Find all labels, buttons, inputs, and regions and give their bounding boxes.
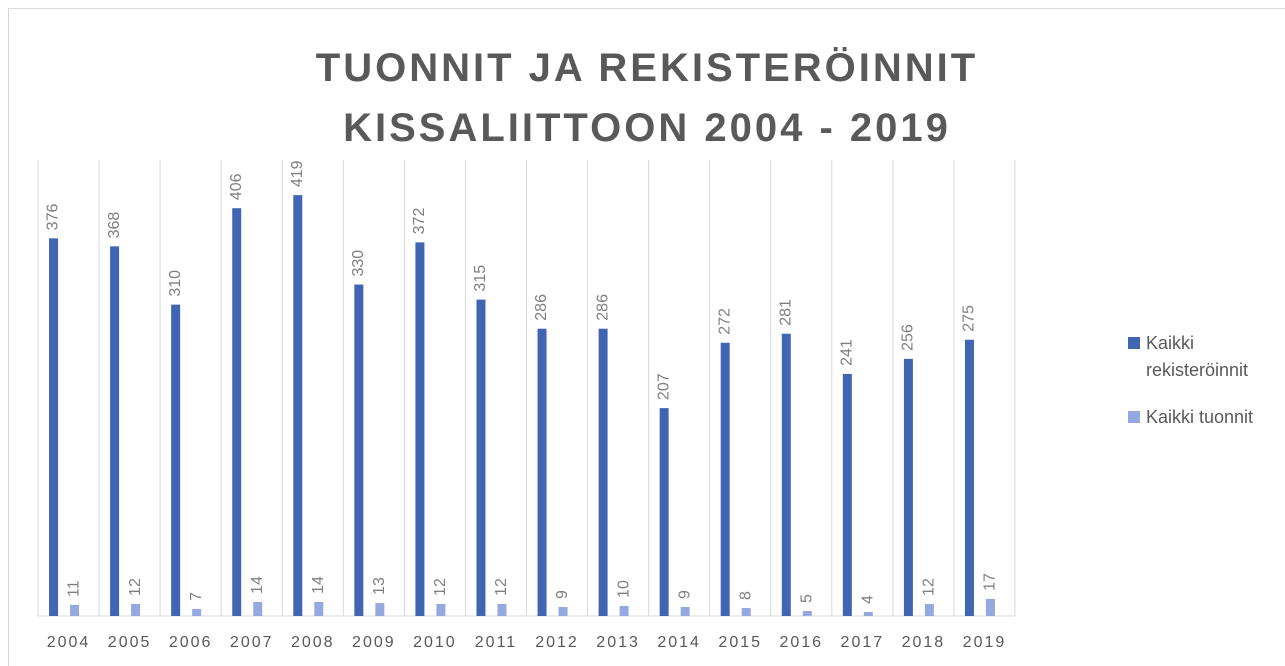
data-label: 315 — [472, 265, 489, 292]
x-tick-label: 2018 — [902, 634, 946, 651]
data-label: 256 — [900, 324, 917, 351]
data-label: 17 — [982, 573, 999, 591]
x-tick-label: 2016 — [779, 634, 823, 651]
chart-border — [8, 8, 1285, 666]
bar — [375, 602, 385, 616]
data-label: 286 — [533, 294, 550, 321]
x-tick-label: 2013 — [596, 634, 640, 651]
legend-item: Kaikki tuonnit — [1128, 404, 1283, 431]
bar — [598, 328, 608, 616]
legend-label: Kaikki tuonnit — [1146, 407, 1254, 427]
data-label: 372 — [411, 208, 428, 235]
data-label: 4 — [860, 595, 877, 604]
bar — [680, 606, 690, 616]
bar — [171, 304, 181, 616]
data-label: 10 — [615, 580, 632, 598]
x-tick-label: 2009 — [352, 634, 396, 651]
data-label: 9 — [676, 590, 693, 599]
data-label: 330 — [350, 250, 367, 277]
legend-swatch — [1128, 411, 1140, 423]
data-label: 241 — [839, 339, 856, 366]
x-tick-label: 2019 — [963, 634, 1007, 651]
x-tick-label: 2010 — [413, 634, 457, 651]
x-tick-label: 2006 — [169, 634, 213, 651]
data-label: 5 — [799, 594, 816, 603]
data-label: 14 — [249, 576, 266, 594]
x-tick-label: 2008 — [291, 634, 335, 651]
x-tick-label: 2004 — [47, 634, 91, 651]
bar — [354, 284, 364, 616]
data-label: 310 — [167, 270, 184, 297]
bar — [415, 242, 425, 616]
legend-label: Kaikki rekisteröinnit — [1146, 333, 1249, 380]
bar — [131, 603, 141, 616]
chart-title: TUONNIT JA REKISTERÖINNIT KISSALIITTOON … — [315, 46, 979, 150]
bar — [497, 603, 507, 616]
data-label: 419 — [289, 160, 306, 187]
legend-swatch — [1128, 337, 1140, 349]
x-tick-label: 2012 — [535, 634, 579, 651]
data-label: 406 — [228, 173, 245, 200]
bar — [476, 299, 486, 616]
bar — [964, 339, 974, 616]
bar — [924, 603, 934, 616]
bar — [253, 601, 263, 616]
bar — [741, 607, 751, 616]
data-label: 281 — [778, 299, 795, 326]
data-label: 9 — [554, 590, 571, 599]
bar — [659, 408, 669, 616]
x-tick-label: 2015 — [718, 634, 762, 651]
bar — [537, 328, 547, 616]
data-label: 13 — [371, 577, 388, 595]
bar — [314, 601, 324, 616]
bar — [720, 342, 730, 616]
bar — [863, 611, 873, 616]
bar — [781, 333, 791, 616]
x-tick-label: 2011 — [475, 634, 517, 651]
legend: Kaikki rekisteröinnit Kaikki tuonnit — [1128, 330, 1283, 451]
data-label: 286 — [594, 294, 611, 321]
bar — [985, 598, 995, 616]
x-tick-label: 2005 — [108, 634, 152, 651]
x-tick-label: 2017 — [841, 634, 885, 651]
bar — [619, 605, 629, 616]
bar — [802, 610, 812, 616]
data-label: 275 — [961, 305, 978, 332]
data-label: 12 — [921, 578, 938, 596]
x-tick-label: 2014 — [657, 634, 701, 651]
data-label: 12 — [432, 578, 449, 596]
bar — [49, 238, 59, 616]
data-label: 12 — [127, 578, 144, 596]
data-label: 368 — [106, 212, 123, 239]
x-tick-label: 2007 — [230, 634, 274, 651]
data-label: 376 — [45, 204, 62, 231]
bar — [903, 358, 913, 616]
data-label: 14 — [310, 576, 327, 594]
bar — [842, 373, 852, 616]
data-label: 12 — [493, 578, 510, 596]
data-label: 7 — [188, 592, 205, 601]
data-label: 272 — [716, 308, 733, 335]
bar — [110, 246, 120, 616]
bar — [192, 608, 202, 616]
bar — [232, 208, 242, 616]
bar — [293, 195, 303, 617]
data-label: 8 — [737, 591, 754, 600]
data-label: 11 — [66, 580, 83, 597]
bar — [558, 606, 568, 616]
bar — [70, 604, 80, 616]
legend-item: Kaikki rekisteröinnit — [1128, 330, 1276, 384]
bar — [436, 603, 446, 616]
data-label: 207 — [655, 373, 672, 400]
